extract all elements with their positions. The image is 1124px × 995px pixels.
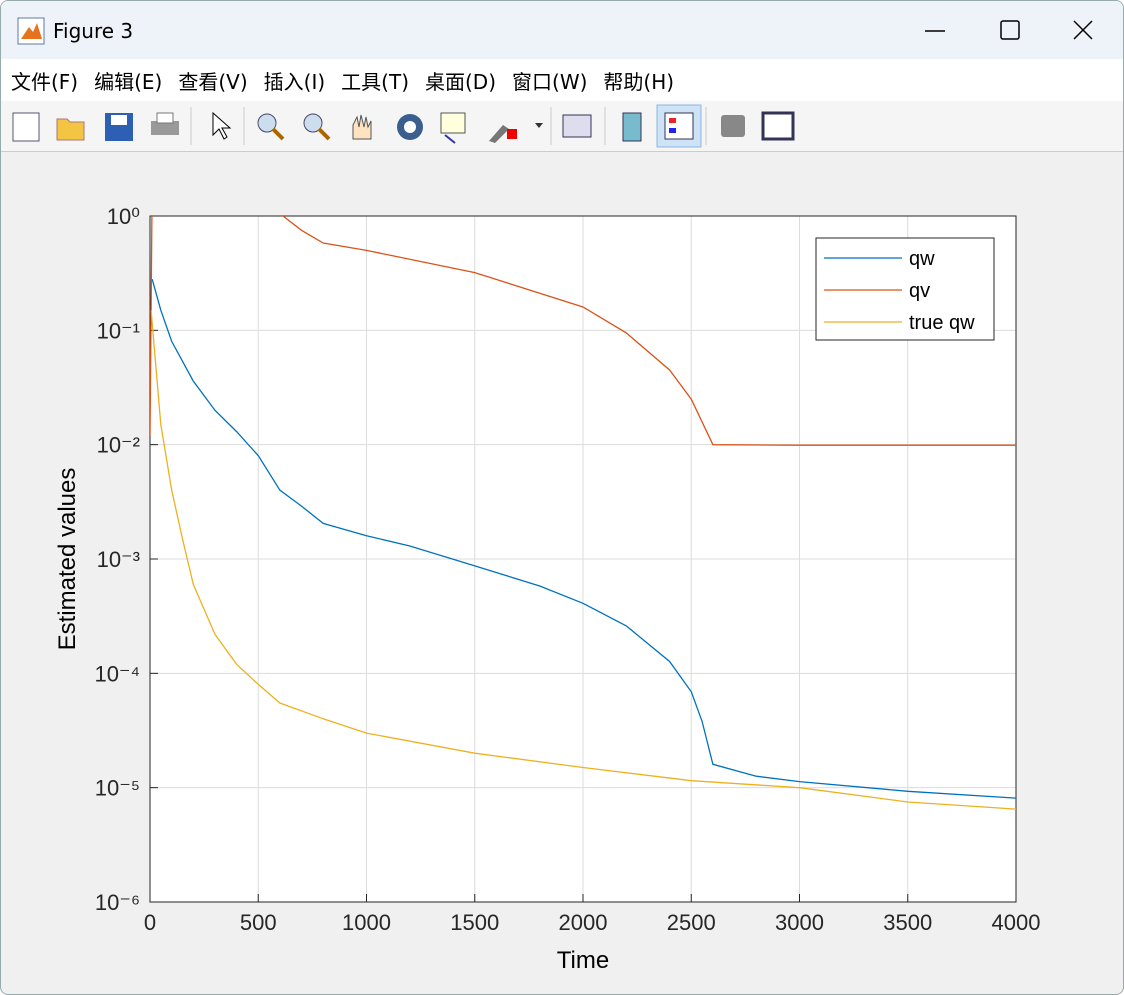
legend-box: [815, 237, 995, 341]
menu-item[interactable]: 插入(I): [263, 69, 326, 94]
line-series: [150, 216, 1016, 446]
x-tick-label: 0: [144, 910, 156, 935]
title-bar: Figure 3: [1, 1, 1123, 59]
window-title: Figure 3: [53, 19, 134, 43]
line-series: [150, 310, 1016, 810]
y-tick-label: 10⁻⁴: [94, 661, 140, 686]
menu-item[interactable]: 查看(V): [178, 69, 248, 94]
menu-item[interactable]: 窗口(W): [512, 69, 588, 94]
series-group: [150, 216, 1016, 810]
y-tick-label: 10⁻⁵: [95, 776, 140, 801]
x-tick-label: 2000: [559, 910, 608, 935]
legend-label: qv: [909, 280, 930, 302]
y-axis-label: Estimated values: [54, 468, 81, 651]
axes-box: [149, 215, 1017, 903]
x-tick-label: 3000: [775, 910, 824, 935]
menu-item[interactable]: 工具(T): [341, 69, 409, 94]
x-tick-label: 2500: [667, 910, 716, 935]
legend-label: true qw: [909, 312, 975, 334]
y-tick-label: 10⁻¹: [97, 318, 140, 343]
x-tick-label: 4000: [992, 910, 1041, 935]
menu-bar: 文件(F) 编辑(E) 查看(V) 插入(I) 工具(T) 桌面(D) 窗口(W) 帮助(H): [1, 59, 1123, 101]
toolbar: [1, 101, 1123, 152]
y-tick-label: 10⁻⁶: [95, 890, 140, 915]
window-controls[interactable]: [893, 1, 1123, 59]
menu-item[interactable]: 文件(F): [11, 69, 79, 94]
menu-item[interactable]: 帮助(H): [603, 69, 675, 94]
y-tick-label: 10⁰: [107, 204, 140, 229]
chart: Time Estimated values 0 500 1000 1500 2000 25…: [54, 204, 1041, 974]
y-tick-label: 10⁻²: [97, 433, 140, 458]
menu-item[interactable]: 编辑(E): [94, 69, 163, 94]
x-tick-label: 1500: [450, 910, 499, 935]
line-series: [151, 279, 1016, 799]
app-icon: [17, 17, 45, 45]
x-tick-label: 1000: [342, 910, 391, 935]
x-tick-label: 500: [240, 910, 277, 935]
y-tick-label: 10⁻³: [97, 547, 140, 572]
x-tick-label: 3500: [883, 910, 932, 935]
legend-label: qw: [909, 248, 935, 270]
menu-item[interactable]: 桌面(D): [425, 69, 497, 94]
toolbar-icons[interactable]: [1, 101, 821, 151]
x-axis-label: Time: [557, 947, 609, 974]
